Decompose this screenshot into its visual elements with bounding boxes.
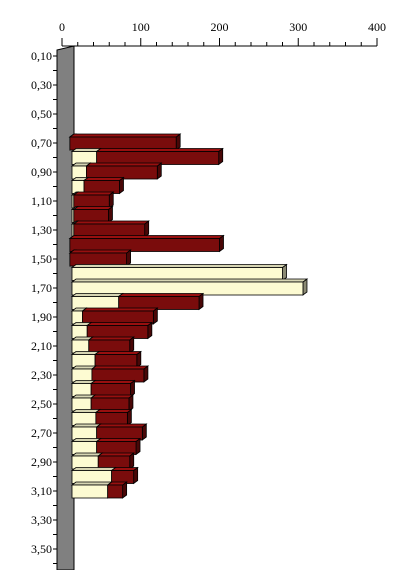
bar-top [110,467,139,471]
y-tick-label: 0,70 [31,136,52,150]
bar-top [72,206,114,210]
bar-top [106,481,128,486]
bar [71,354,96,368]
x-tick-label: 200 [211,20,229,34]
y-tick-label: 2,90 [31,455,52,469]
bar-top [68,235,225,239]
bar [71,325,88,339]
y-tick-label: 1,50 [31,252,52,266]
bar-top [70,278,309,283]
bar [96,426,143,441]
bar-top [94,409,133,413]
bar-top [72,191,115,196]
y-tick-label: 2,50 [31,397,52,411]
bar [96,151,220,165]
bar [71,339,90,354]
bar-top [68,249,132,254]
x-tick-label: 400 [368,20,386,34]
bar [91,368,145,383]
bar [69,136,177,151]
bar [71,165,87,180]
bar-top [72,220,150,225]
bar [73,209,109,223]
bar [71,470,113,484]
bar-top [90,365,150,370]
bar [83,180,120,194]
bar [86,325,149,339]
x-tick-label: 100 [132,20,150,34]
y-tick-label: 3,50 [31,542,52,556]
y-tick-label: 1,90 [31,310,52,324]
bar [107,484,124,499]
y-tick-label: 1,10 [31,194,52,208]
bar [71,426,98,441]
bar-top [70,293,124,297]
x-tick-label: 0 [59,20,65,34]
y-tick-label: 2,70 [31,426,52,440]
bar [71,310,83,325]
bar [71,296,120,310]
y-tick-label: 0,90 [31,165,52,179]
bar [90,397,130,412]
bar [94,354,138,368]
bar [71,441,98,455]
bar [86,165,158,180]
bar [82,310,154,325]
axis-wall [56,45,75,570]
bar-top [81,307,159,312]
bar [71,151,98,165]
bar-top [70,452,104,457]
bar-top [82,177,125,181]
bar-top [70,481,113,486]
bar-top [97,452,135,457]
bar-top [95,423,148,428]
bar [71,412,97,426]
bar-top [117,293,205,297]
bar [71,455,99,470]
bar-top [68,133,182,138]
y-tick-label: 2,10 [31,339,52,353]
bar-top [70,423,102,428]
bar [111,470,135,484]
bar-top [70,409,102,413]
y-tick-label: 0,30 [31,78,52,92]
y-tick-label: 3,10 [31,484,52,498]
bar-top [85,162,163,167]
y-tick-label: 1,30 [31,223,52,237]
bar-top [89,380,136,384]
bar [71,267,283,281]
bar-top [95,148,224,152]
bar [73,194,110,209]
bar [118,296,200,310]
x-tick-label: 300 [289,20,307,34]
bar-top [87,336,135,341]
bar [69,238,220,252]
bar [71,484,109,499]
bar [88,339,131,354]
bar [71,383,92,397]
axis-layer: 0 100 200 300 400 0,10 0,30 0,50 0,70 0,90 1,10 1,3… [31,20,386,570]
bar [69,252,127,267]
bar [97,455,131,470]
y-tick-label: 3,30 [31,513,52,527]
bar-top [93,351,143,355]
bar-top [85,322,154,326]
bar-top [70,264,288,268]
bars-layer [68,133,309,499]
bar-top [70,438,102,442]
bar [71,397,92,412]
bar-top [70,467,117,471]
bar [71,368,93,383]
bar-top [89,394,135,399]
y-tick-label: 1,70 [31,281,52,295]
bar-top [70,148,102,152]
y-tick-label: 0,50 [31,107,52,121]
y-tick-label: 0,10 [31,49,52,63]
bar-top [95,438,142,442]
bar [90,383,131,397]
bar [71,281,304,296]
bar [73,223,146,238]
y-tick-label: 2,30 [31,368,52,382]
